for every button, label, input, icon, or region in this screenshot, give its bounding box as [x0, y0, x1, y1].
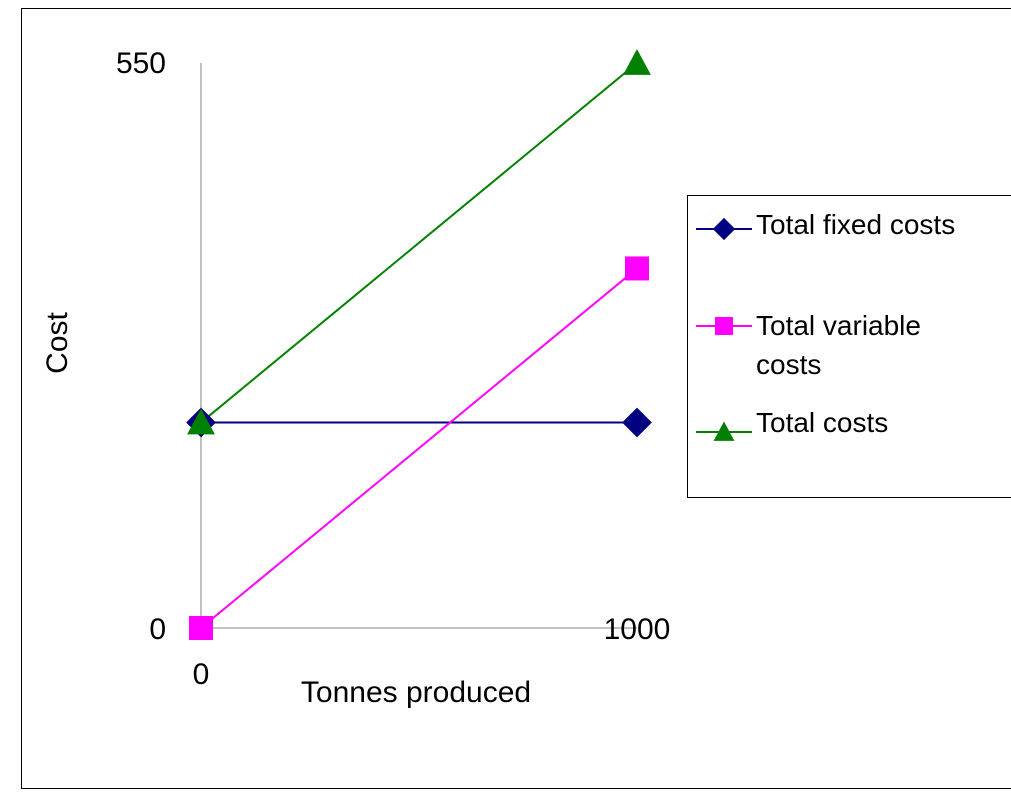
series-group [186, 49, 652, 640]
y-axis-title: Cost [41, 311, 74, 373]
data-point-total-variable-costs [189, 616, 213, 640]
x-axis-title: Tonnes produced [301, 676, 531, 709]
legend: Total fixed costs Total variable costs Tota… [687, 195, 1011, 498]
y-tick-label-0: 0 [149, 613, 166, 646]
data-point-total-fixed-costs [622, 407, 652, 438]
axes [200, 63, 637, 629]
x-tick-label-1000: 1000 [604, 613, 671, 646]
data-point-total-costs [187, 408, 215, 435]
legend-box [687, 195, 1011, 498]
legend-label-total-fixed-costs: Total fixed costs [756, 209, 955, 240]
legend-marker-total-costs [713, 421, 735, 441]
legend-entries: Total fixed costs Total variable costs Tota… [696, 209, 955, 441]
series-line-total-costs [200, 62, 638, 424]
legend-marker-total-fixed-costs [712, 217, 736, 241]
legend-marker-total-variable-costs [715, 317, 733, 335]
legend-label-total-variable-costs: Total variable costs [756, 310, 921, 380]
legend-label-total-costs: Total costs [756, 407, 888, 438]
data-point-total-costs [623, 49, 651, 75]
y-tick-label-550: 550 [116, 47, 166, 80]
x-tick-label-0: 0 [193, 658, 210, 691]
series-line-total-variable-costs [200, 267, 638, 629]
data-point-total-variable-costs [625, 256, 649, 281]
